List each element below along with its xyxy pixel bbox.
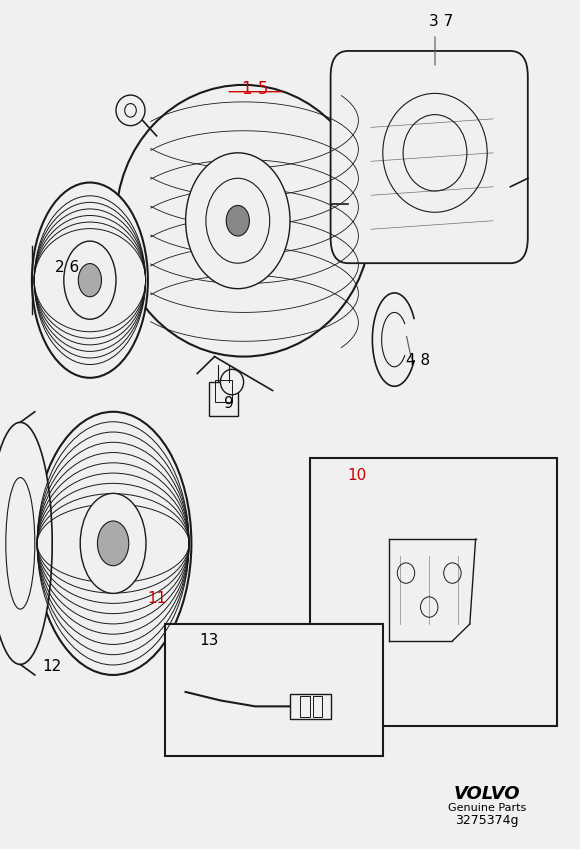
Text: 2 6: 2 6: [55, 260, 79, 275]
Text: VOLVO: VOLVO: [454, 784, 520, 803]
Ellipse shape: [116, 85, 371, 357]
Text: Genuine Parts: Genuine Parts: [448, 803, 526, 813]
Text: 4 8: 4 8: [405, 353, 430, 368]
Bar: [215, 380, 232, 402]
Bar: [313, 696, 322, 717]
Bar: [209, 382, 238, 416]
Ellipse shape: [226, 205, 249, 236]
Text: 13: 13: [199, 633, 219, 649]
Ellipse shape: [0, 422, 52, 665]
Text: 9: 9: [224, 396, 234, 411]
Ellipse shape: [78, 263, 102, 297]
Bar: [165, 624, 383, 756]
Ellipse shape: [220, 369, 244, 395]
Text: 11: 11: [147, 591, 166, 606]
Text: 10: 10: [347, 468, 367, 483]
FancyBboxPatch shape: [331, 51, 528, 263]
Bar: [290, 694, 331, 719]
Bar: [300, 696, 310, 717]
Ellipse shape: [116, 95, 145, 126]
Text: 3275374g: 3275374g: [455, 814, 519, 828]
Ellipse shape: [80, 493, 146, 593]
Ellipse shape: [64, 241, 116, 319]
Text: 12: 12: [42, 659, 62, 674]
Bar: [310, 458, 557, 726]
Ellipse shape: [35, 412, 191, 675]
Ellipse shape: [97, 521, 129, 565]
Text: 3 7: 3 7: [429, 14, 453, 29]
Ellipse shape: [186, 153, 290, 289]
Ellipse shape: [206, 178, 270, 263]
Text: 1 5: 1 5: [242, 80, 269, 98]
Ellipse shape: [32, 183, 148, 378]
